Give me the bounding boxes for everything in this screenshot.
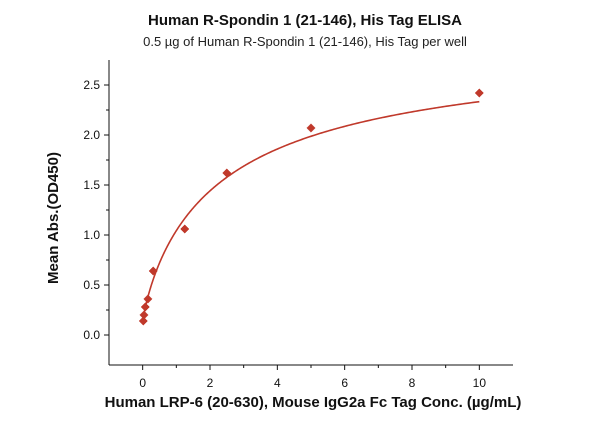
y-axis-label: Mean Abs.(OD450): [45, 152, 62, 284]
data-point: [474, 88, 484, 98]
x-tick-label: 8: [409, 376, 416, 390]
y-tick-label: 1.0: [83, 228, 100, 242]
x-tick-label: 4: [274, 376, 281, 390]
data-points: [138, 88, 484, 326]
x-tick-label: 0: [139, 376, 146, 390]
y-tick-label: 2.5: [83, 78, 100, 92]
data-point: [143, 294, 153, 304]
y-tick-label: 2.0: [83, 128, 100, 142]
x-tick-label: 6: [341, 376, 348, 390]
data-point: [148, 266, 158, 276]
data-point: [138, 316, 148, 326]
data-point: [140, 302, 150, 312]
data-point: [180, 224, 190, 234]
x-axis-label: Human LRP-6 (20-630), Mouse IgG2a Fc Tag…: [105, 394, 522, 411]
data-point: [306, 123, 316, 133]
x-ticks: 0 2 4 6 8 10: [139, 365, 486, 390]
fit-curve: [142, 100, 480, 318]
chart-title: Human R-Spondin 1 (21-146), His Tag ELIS…: [148, 12, 462, 29]
x-tick-label: 10: [473, 376, 487, 390]
chart-subtitle: 0.5 µg of Human R-Spondin 1 (21-146), Hi…: [143, 34, 467, 49]
y-ticks: 0.0 0.5 1.0 1.5 2.0 2.5: [83, 78, 109, 342]
data-point: [222, 168, 232, 178]
y-tick-label: 0.0: [83, 328, 100, 342]
x-tick-label: 2: [207, 376, 214, 390]
axes: 0.0 0.5 1.0 1.5 2.0 2.5 0 2 4 6 8 10: [83, 60, 513, 390]
y-tick-label: 1.5: [83, 178, 100, 192]
y-tick-label: 0.5: [83, 278, 100, 292]
data-point: [139, 310, 149, 320]
